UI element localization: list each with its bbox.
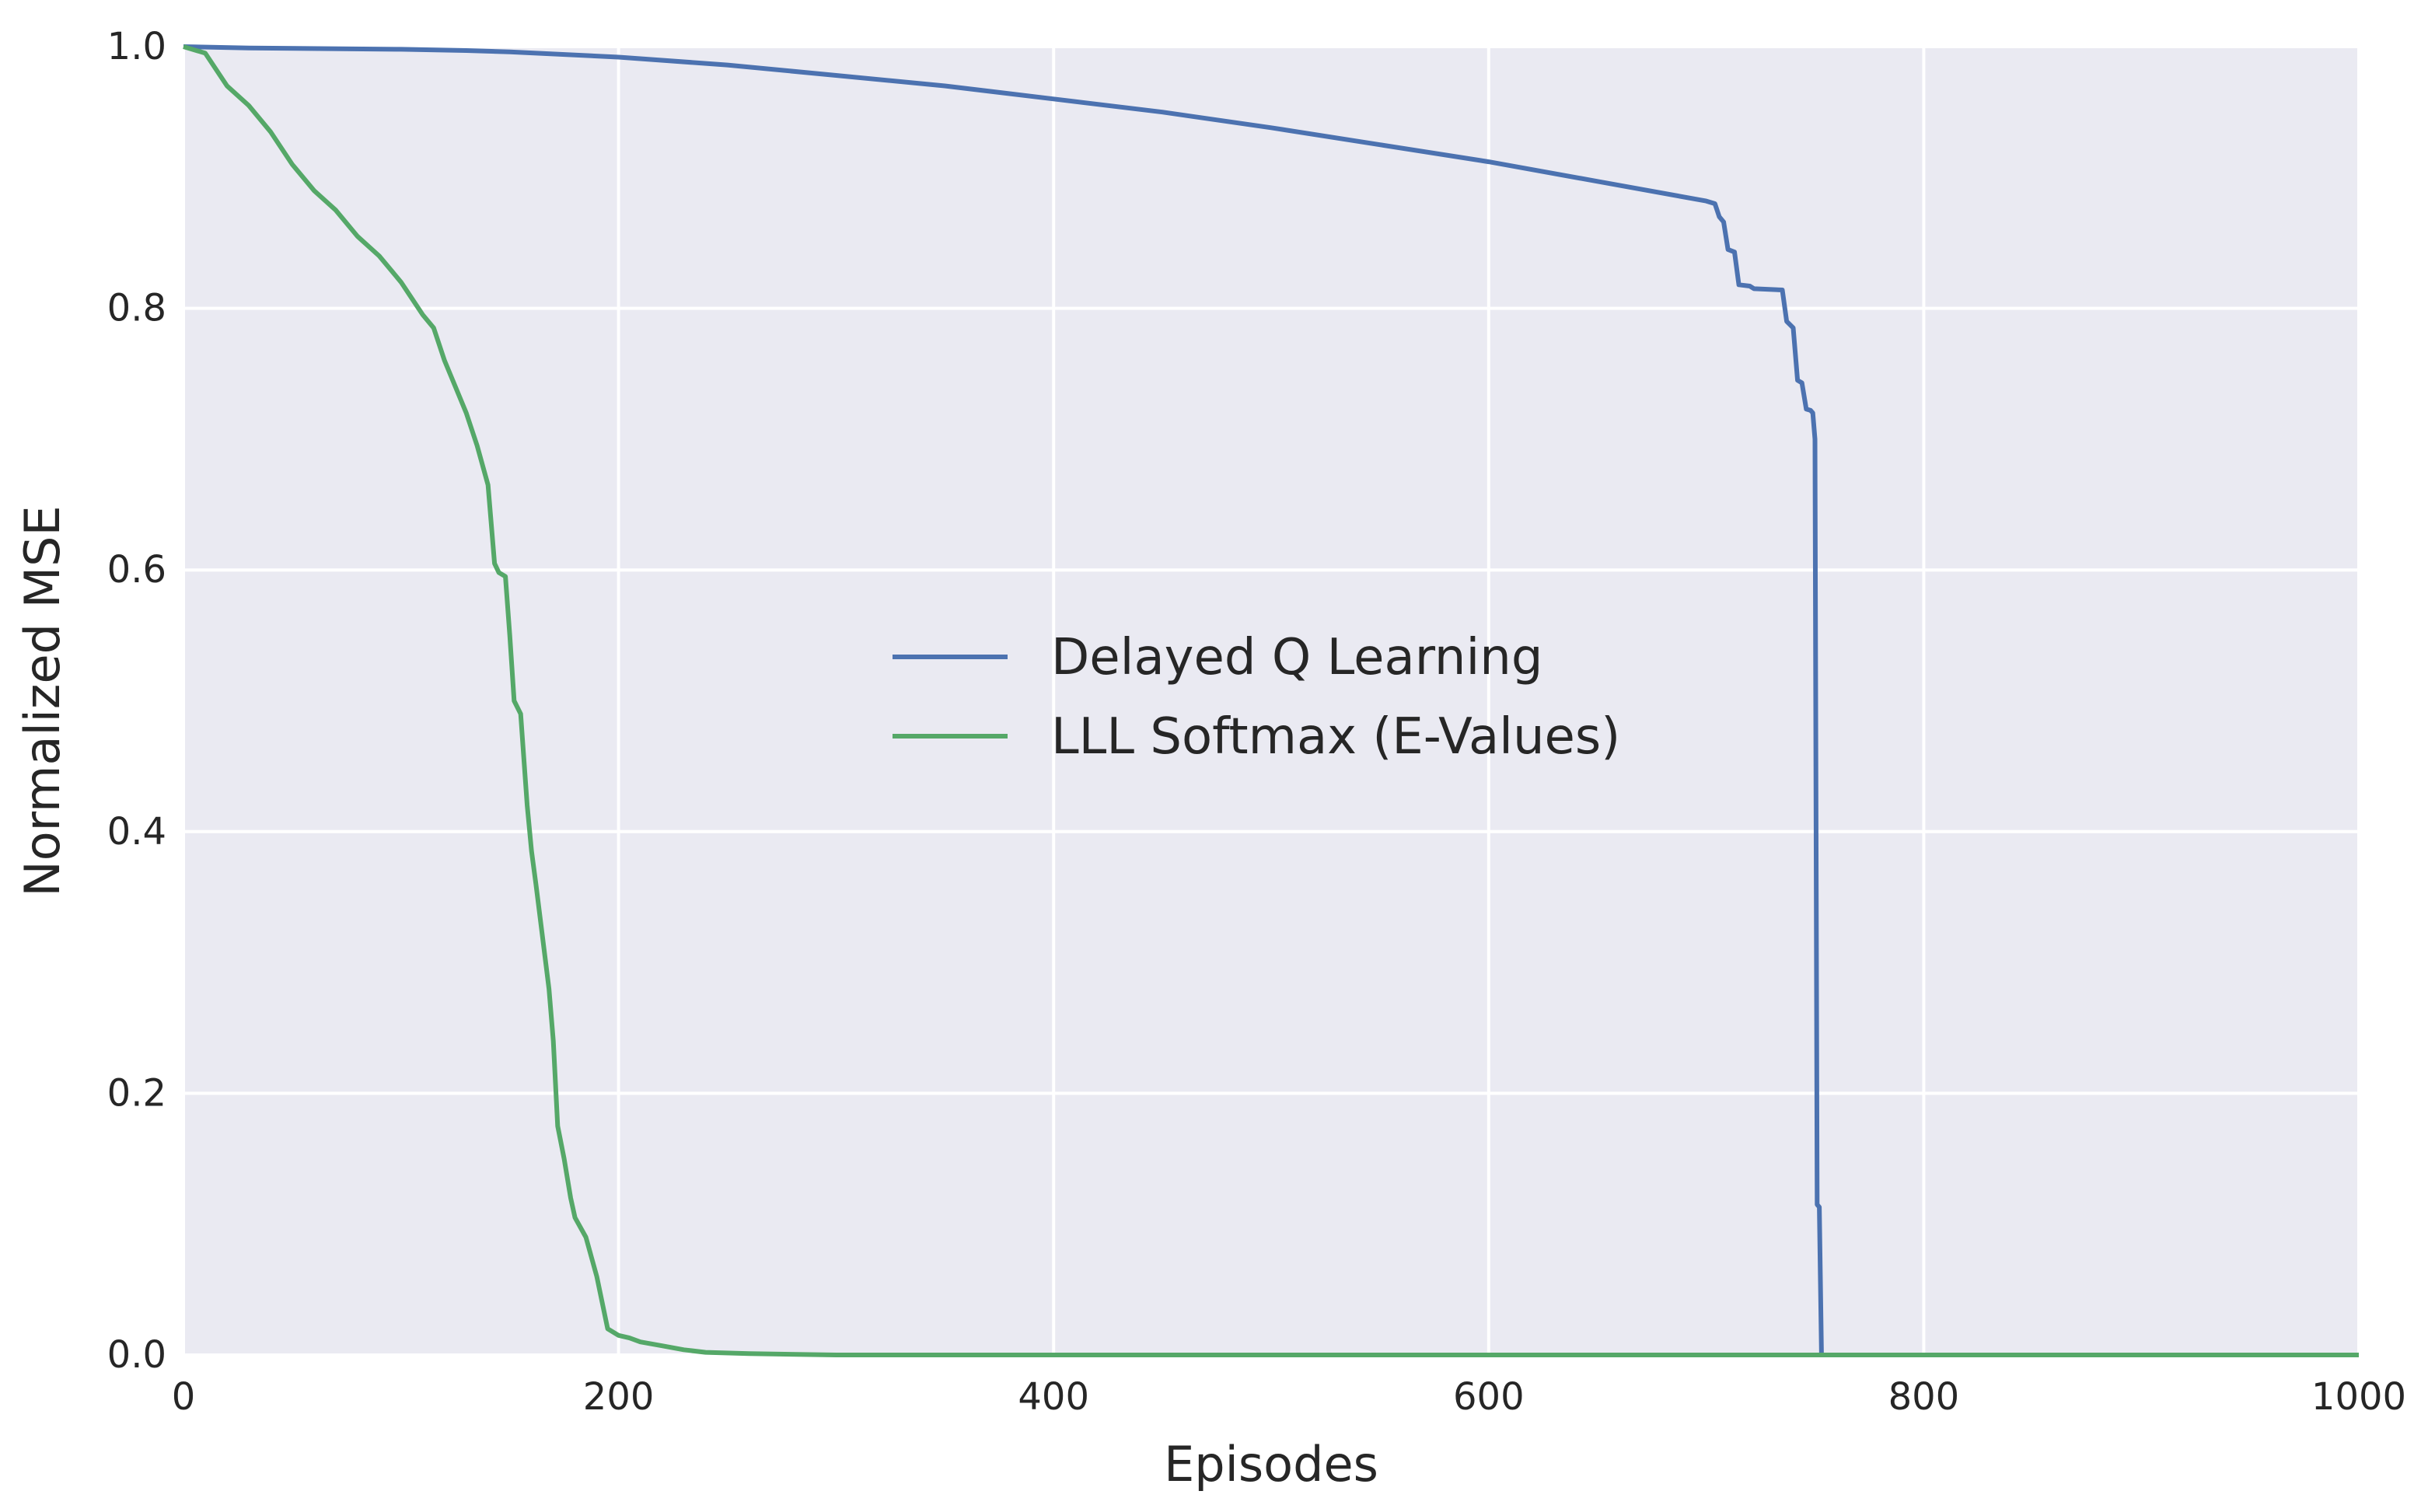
x-grid <box>182 47 2360 1355</box>
y-tick-label: 0.4 <box>107 810 166 854</box>
x-tick-label: 1000 <box>2311 1375 2406 1419</box>
series-line-2 <box>183 44 2359 1357</box>
legend-label: Delayed Q Learning <box>1051 629 1542 686</box>
y-tick-label: 0.2 <box>107 1071 166 1115</box>
legend-label: LLL Softmax (E-Values) <box>1051 708 1620 766</box>
x-tick-labels: 0 200 400 600 800 1000 <box>172 1375 2406 1419</box>
x-axis-label: Episodes <box>1164 1436 1378 1493</box>
y-axis-label: Normalized MSE <box>14 505 71 896</box>
y-tick-label: 1.0 <box>107 25 166 68</box>
legend: Delayed Q Learning LLL Softmax (E-Values) <box>893 629 1620 766</box>
x-tick-label: 600 <box>1453 1375 1525 1419</box>
x-tick-label: 200 <box>583 1375 655 1419</box>
series-line-1 <box>183 44 2359 1357</box>
x-tick-label: 400 <box>1018 1375 1089 1419</box>
x-tick-label: 800 <box>1888 1375 1960 1419</box>
x-tick-label: 0 <box>172 1375 196 1419</box>
series-layer <box>183 44 2359 1357</box>
y-tick-labels: 0.0 0.2 0.4 0.6 0.8 1.0 <box>107 25 166 1377</box>
plot-background <box>183 47 2359 1355</box>
y-tick-label: 0.0 <box>107 1333 166 1377</box>
y-tick-label: 0.6 <box>107 548 166 592</box>
y-tick-label: 0.8 <box>107 287 166 330</box>
